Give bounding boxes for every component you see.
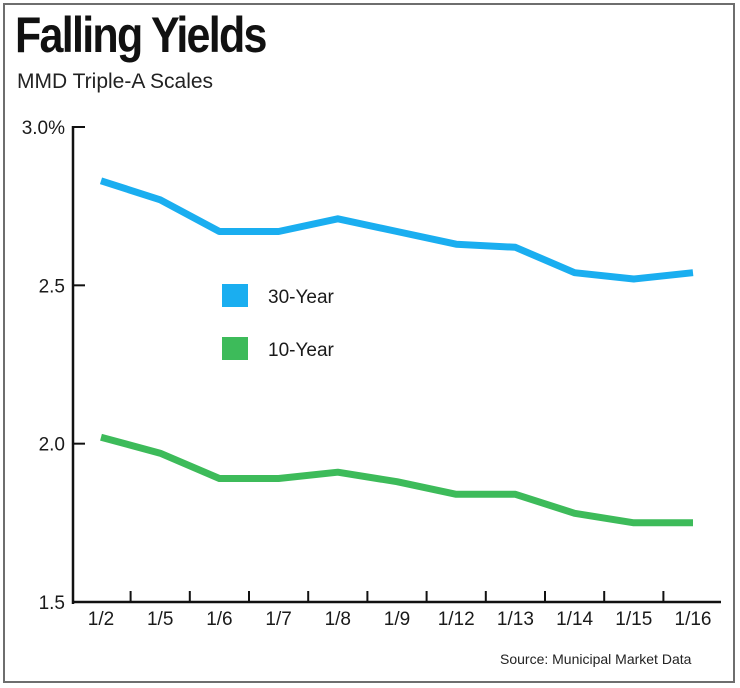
y-tick-label: 1.5 [39,593,65,614]
x-tick-label: 1/6 [206,609,232,630]
x-tick-label: 1/7 [265,609,291,630]
series-line-30-year [99,177,694,283]
legend: 30-Year 10-Year [222,284,335,361]
chart-title: Falling Yields [15,7,267,63]
source-note: Source: Municipal Market Data [500,651,692,667]
series-lines [99,177,694,527]
y-tick-label: 3.0% [22,118,65,139]
legend-label: 30-Year [268,287,335,308]
axes: 3.0% 2.5 2.0 1.5 1/2 1/5 1/6 1/7 1/8 1/9 1/12 1/13 1… [22,118,721,630]
legend-swatch-10-year [222,337,248,360]
x-tick-label: 1/9 [384,609,410,630]
y-tick-label: 2.0 [39,435,65,456]
x-tick-label: 1/15 [615,609,652,630]
series-line-10-year [100,433,693,527]
chart-frame [3,3,735,683]
chart-subtitle: MMD Triple-A Scales [17,70,214,93]
x-tick-label: 1/14 [556,609,593,630]
x-tick-label: 1/5 [147,609,173,630]
x-tick-label: 1/13 [497,609,534,630]
y-tick-label: 2.5 [39,276,65,297]
x-tick-label: 1/12 [438,609,475,630]
legend-swatch-30-year [222,284,248,307]
x-tick-label: 1/8 [325,609,351,630]
x-tick-label: 1/2 [88,609,114,630]
legend-label: 10-Year [268,340,335,361]
x-tick-label: 1/16 [675,609,712,630]
